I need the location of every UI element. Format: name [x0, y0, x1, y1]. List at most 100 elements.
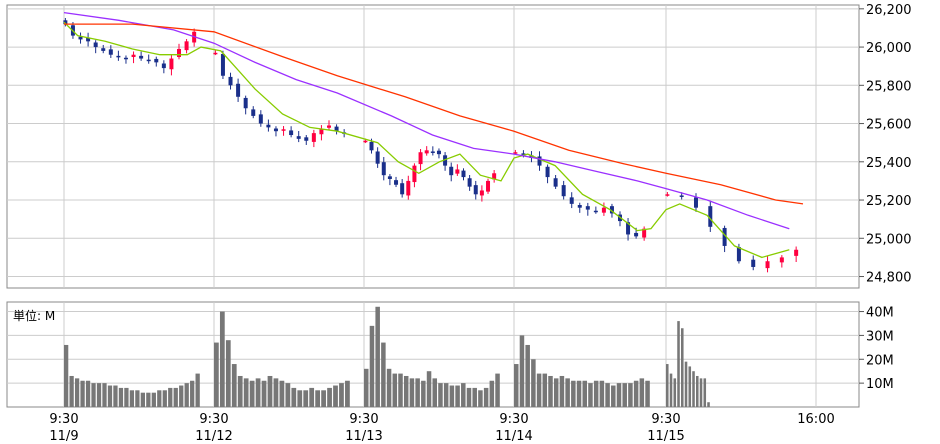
candle-down: [400, 183, 405, 195]
volume-bar: [267, 375, 273, 407]
price-tick-label: 26,000: [866, 41, 912, 56]
volume-bar: [403, 375, 409, 407]
candle-up: [363, 140, 368, 143]
volume-bar: [432, 378, 438, 407]
volume-bar: [666, 364, 669, 407]
volume-bar: [645, 380, 650, 407]
volume-bar: [162, 390, 167, 407]
candle-up: [311, 133, 316, 142]
volume-bar: [102, 383, 107, 407]
candle-down: [86, 37, 91, 42]
candle-down: [387, 176, 392, 180]
volume-bar: [472, 387, 477, 407]
volume-bar: [461, 383, 466, 407]
volume-bar: [279, 380, 285, 407]
volume-bar: [369, 325, 375, 407]
volume-bar: [565, 378, 570, 407]
candle-up: [479, 190, 484, 196]
volume-bar: [707, 402, 710, 407]
volume-bar: [542, 373, 548, 407]
candle-up: [642, 228, 647, 238]
moving-average-ma_mid: [63, 11, 790, 230]
volume-bar: [449, 385, 455, 407]
volume-bar: [375, 306, 380, 407]
x-tick-time: 9:30: [651, 412, 680, 427]
volume-bar: [688, 366, 692, 407]
volume-bar: [129, 390, 135, 407]
candle-up: [406, 180, 411, 196]
volume-bar: [333, 385, 338, 407]
volume-bar: [261, 380, 267, 407]
candle-up: [513, 152, 518, 154]
volume-bar: [297, 390, 303, 407]
candle-up: [418, 152, 423, 165]
price-tick-label: 25,200: [866, 194, 912, 209]
price-tick-label: 25,800: [866, 79, 912, 94]
volume-bar: [588, 383, 593, 407]
volume-bar: [483, 387, 489, 407]
volume-bar: [628, 383, 633, 407]
x-tick-date: 11/15: [647, 429, 684, 444]
x-axis: 9:30 11/9 9:30 11/12 9:30 11/13 9:30 11/14 9:30 1…: [49, 412, 834, 444]
candle-up: [424, 150, 429, 154]
candle-down: [63, 20, 68, 25]
price-tick-label: 26,200: [866, 3, 912, 18]
candle-up: [169, 58, 174, 70]
candle-up: [492, 173, 497, 180]
candle-up: [131, 54, 136, 58]
volume-bar: [692, 371, 695, 407]
candle-down: [443, 155, 448, 166]
volume-bar: [113, 385, 118, 407]
volume-bar: [225, 340, 231, 407]
volume-bar: [309, 387, 315, 407]
volume-bar: [633, 380, 639, 407]
volume-bar: [673, 378, 677, 407]
volume-bar: [80, 380, 85, 407]
candle-down: [243, 97, 248, 109]
candle-up: [184, 41, 189, 51]
moving-average-ma_long: [64, 23, 804, 205]
volume-bar: [151, 392, 156, 407]
volume-bar: [168, 387, 173, 407]
volume-bar: [195, 373, 200, 407]
volume-bar: [214, 342, 219, 407]
volume-bar: [443, 383, 449, 407]
volume-bar: [173, 387, 178, 407]
volume-unit-label: 単位: M: [13, 308, 55, 323]
candle-down: [101, 48, 106, 51]
volume-bar: [146, 392, 151, 407]
volume-bar: [303, 390, 309, 407]
volume-bar: [190, 380, 195, 407]
volume-bar: [699, 378, 703, 407]
volume-bar: [582, 380, 588, 407]
candle-down: [251, 109, 256, 116]
x-tick-time: 9:30: [49, 412, 78, 427]
volume-bar: [96, 383, 102, 407]
candle-down: [123, 57, 128, 60]
candle-down: [146, 59, 151, 62]
volume-bar: [91, 383, 96, 407]
candle-down: [467, 178, 472, 187]
volume-bar: [64, 344, 69, 407]
volume-bar: [381, 342, 386, 407]
volume-bar: [291, 387, 297, 407]
price-y-axis: 24,800 25,000 25,200 25,400 25,600 25,800 26,0…: [859, 3, 912, 286]
volume-bar: [703, 378, 707, 407]
candle-down: [108, 49, 113, 55]
candle-down: [634, 232, 639, 237]
volume-tick-label: 40M: [866, 306, 894, 321]
volume-bar: [514, 364, 519, 407]
candle-down: [577, 205, 582, 208]
candle-down: [449, 166, 454, 176]
volume-bar: [616, 383, 622, 407]
candle-down: [369, 141, 374, 151]
candle-down: [545, 166, 550, 178]
candle-down: [381, 162, 386, 176]
volume-bar: [107, 385, 113, 407]
candle-down: [139, 55, 144, 59]
volume-bar: [392, 373, 398, 407]
candle-down: [93, 42, 98, 48]
candle-down: [679, 195, 684, 197]
volume-bar: [249, 380, 255, 407]
candle-down: [529, 155, 534, 158]
